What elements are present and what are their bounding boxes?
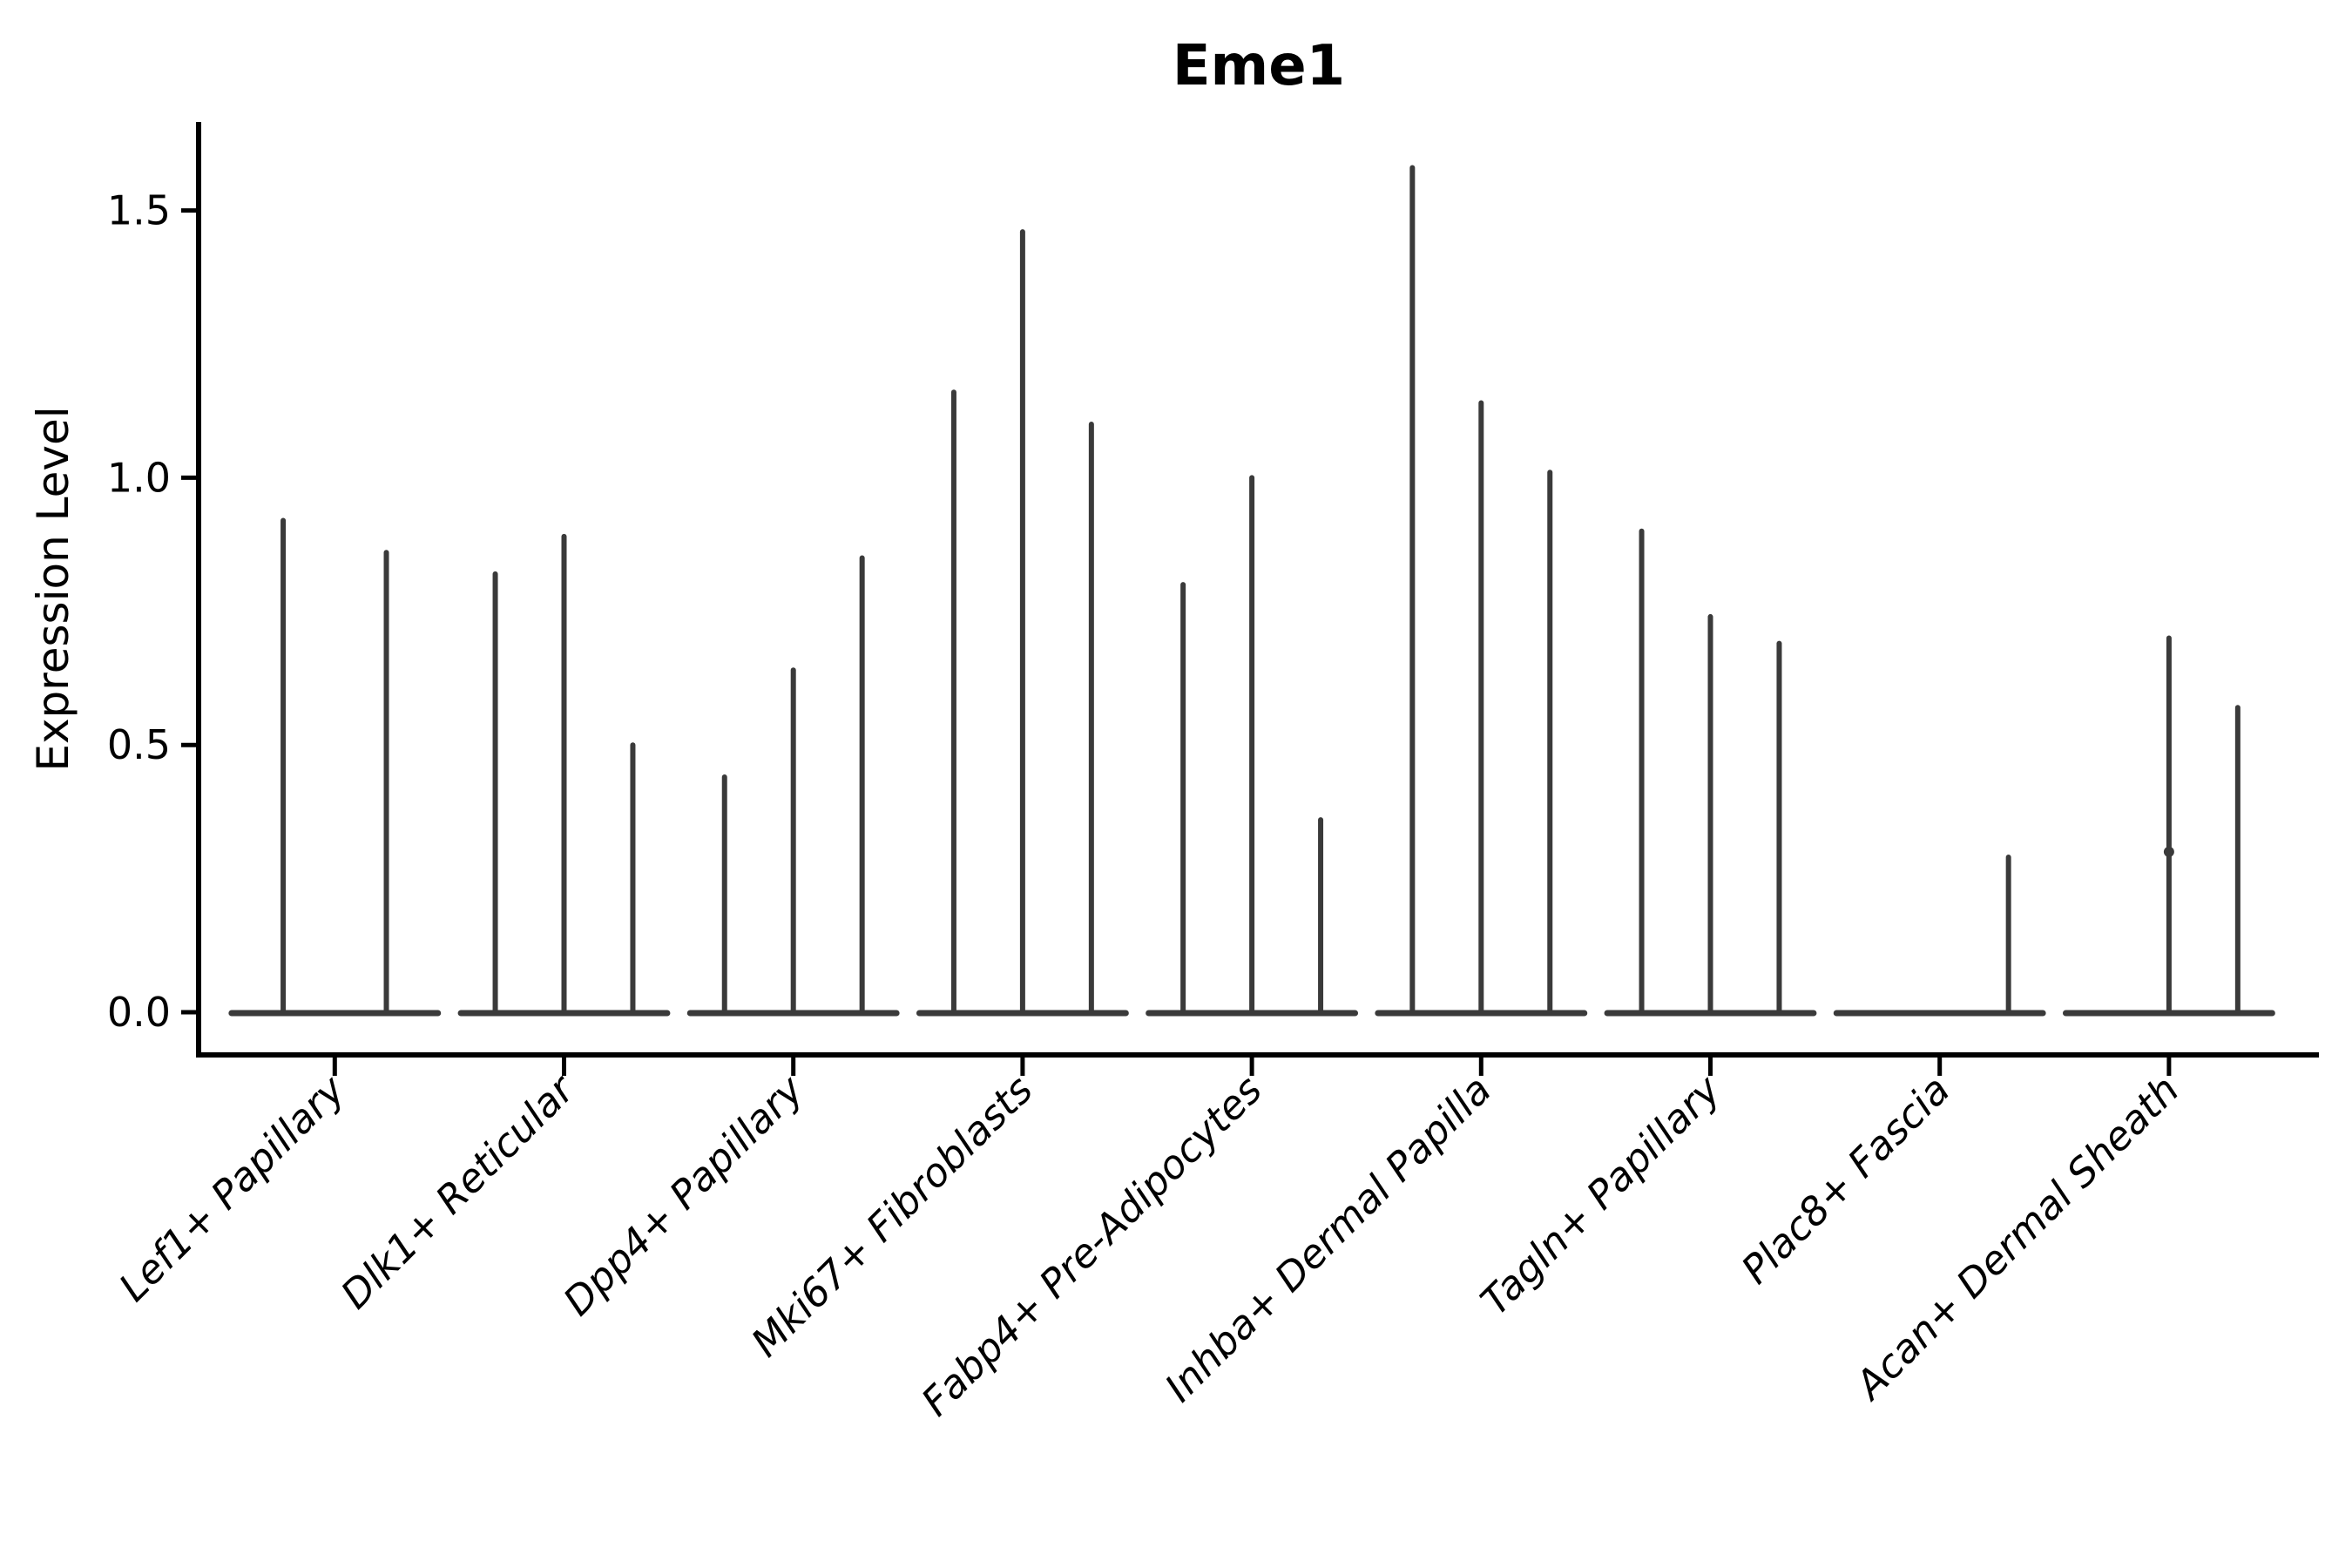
x-tick-label: Dpp4+ Papillary xyxy=(554,1065,813,1324)
x-tick-label: Tagln+ Papillary xyxy=(1471,1065,1730,1324)
y-tick-label: 0.0 xyxy=(107,989,171,1036)
violin-knot xyxy=(2163,846,2174,857)
y-tick-label: 0.5 xyxy=(107,721,171,768)
plot-title: Eme1 xyxy=(1173,34,1345,98)
x-tick-label: Plac8+ Fascia xyxy=(1733,1066,1959,1293)
x-tick-label: Dlk1+ Reticular xyxy=(332,1065,585,1318)
y-tick-label: 1.5 xyxy=(107,187,171,234)
y-axis-label: Expression Level xyxy=(28,406,78,771)
x-tick-label: Lef1+ Papillary xyxy=(110,1065,355,1310)
y-tick-label: 1.0 xyxy=(107,454,171,501)
